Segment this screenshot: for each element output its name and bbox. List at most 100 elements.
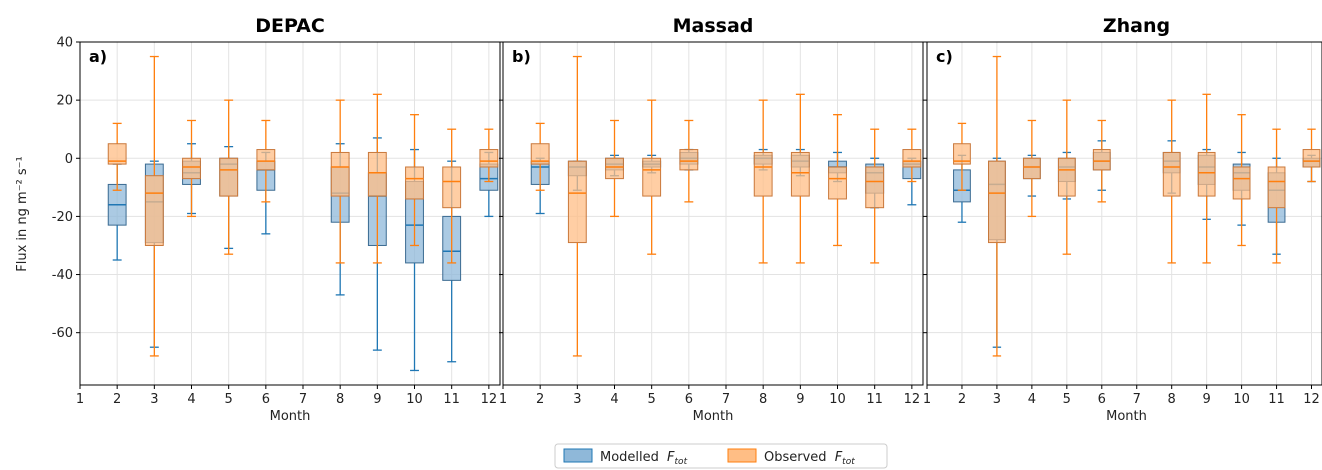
xtick-label: 9 — [796, 392, 804, 407]
box-observed-month-2 — [953, 122, 971, 191]
xtick-label: 4 — [610, 392, 618, 407]
panel-title: DEPAC — [255, 15, 325, 37]
box-body — [902, 149, 922, 168]
legend-modelled-text: Modelled — [600, 450, 659, 465]
legend-observed-f: F — [835, 450, 843, 465]
panel-label: b) — [512, 47, 531, 66]
box-body — [479, 149, 499, 168]
box-body — [1197, 151, 1216, 197]
xtick-label: 6 — [1098, 392, 1106, 407]
box-observed-month-3 — [567, 55, 587, 357]
xtick-label: 6 — [685, 392, 693, 407]
box-body — [988, 160, 1006, 244]
box-body — [605, 157, 624, 180]
xtick-label: 1 — [76, 392, 84, 407]
legend-frame — [554, 443, 888, 469]
legend: Modelled Ftot Observed Ftot — [554, 443, 888, 469]
box-body — [1267, 166, 1286, 209]
xtick-label: 4 — [1028, 392, 1036, 407]
box-observed-month-10 — [1232, 114, 1251, 247]
box-body — [330, 151, 350, 197]
box-observed-month-6 — [679, 119, 699, 203]
box-observed-month-5 — [642, 99, 662, 255]
box-observed-month-12 — [479, 128, 499, 183]
box-body — [1232, 166, 1251, 200]
xtick-label: 12 — [904, 392, 921, 407]
box-body — [182, 157, 201, 180]
ytick-label: -20 — [52, 210, 73, 225]
box-observed-month-10 — [828, 114, 847, 247]
xtick-label: 8 — [1168, 392, 1176, 407]
panel-title: Massad — [673, 15, 754, 37]
axes-frame — [502, 41, 924, 386]
box-body — [219, 157, 239, 197]
box-observed-month-11 — [1267, 128, 1286, 264]
panel-depac: 1 2 3 4 5 6 7 8 9 10 11 12-60-40-2002040MonthDEPACa… — [52, 15, 501, 424]
axes-frame — [926, 41, 1322, 386]
xtick-label: 10 — [829, 392, 846, 407]
box-body — [405, 166, 424, 200]
legend-swatch-modelled — [563, 448, 593, 463]
x-axis-label: Month — [1106, 409, 1147, 424]
xtick-label: 12 — [1303, 392, 1320, 407]
box-body — [144, 175, 164, 246]
box-observed-month-11 — [865, 128, 885, 264]
legend-swatch-observed — [727, 448, 757, 463]
xtick-label: 8 — [336, 392, 344, 407]
box-body — [790, 151, 810, 197]
xtick-label: 3 — [573, 392, 581, 407]
box-observed-month-2 — [530, 122, 550, 191]
ytick-label: 20 — [56, 94, 73, 109]
xtick-label: 2 — [113, 392, 121, 407]
box-body — [567, 160, 587, 244]
box-observed-month-4 — [182, 119, 201, 218]
xtick-label: 12 — [481, 392, 498, 407]
x-axis-label: Month — [693, 409, 734, 424]
box-body — [1057, 157, 1076, 197]
xtick-label: 9 — [1203, 392, 1211, 407]
legend-label-observed: Observed Ftot — [764, 450, 855, 467]
legend-observed-text: Observed — [764, 450, 827, 465]
ytick-label: 0 — [65, 152, 73, 167]
y-axis-label: Flux in ng m⁻² s⁻¹ — [15, 156, 30, 271]
xtick-label: 8 — [759, 392, 767, 407]
box-observed-month-10 — [405, 114, 424, 247]
xtick-label: 5 — [648, 392, 656, 407]
xtick-label: 11 — [866, 392, 883, 407]
box-body — [442, 166, 462, 209]
xtick-label: 6 — [262, 392, 270, 407]
xtick-label: 10 — [1233, 392, 1250, 407]
box-body — [642, 157, 662, 197]
xtick-label: 1 — [499, 392, 507, 407]
panel-title: Zhang — [1103, 15, 1170, 37]
xtick-label: 5 — [1063, 392, 1071, 407]
legend-modelled-f: F — [667, 450, 675, 465]
axes-frame — [79, 41, 501, 386]
box-body — [865, 166, 885, 209]
x-axis-label: Month — [270, 409, 311, 424]
xtick-label: 2 — [958, 392, 966, 407]
box-body — [953, 143, 971, 165]
box-body — [753, 151, 773, 197]
box-observed-month-12 — [1302, 128, 1321, 183]
box-observed-month-4 — [605, 119, 624, 218]
box-body — [1302, 149, 1321, 168]
panel-label: c) — [936, 47, 953, 66]
box-observed-month-9 — [790, 93, 810, 264]
box-body — [679, 149, 699, 171]
box-observed-month-6 — [1092, 119, 1111, 203]
box-observed-month-8 — [753, 99, 773, 264]
box-body — [107, 143, 127, 165]
box-body — [1022, 157, 1041, 180]
xtick-label: 7 — [722, 392, 730, 407]
xtick-label: 7 — [1133, 392, 1141, 407]
legend-observed-sub: tot — [842, 457, 855, 467]
xtick-label: 5 — [225, 392, 233, 407]
box-body — [1162, 151, 1181, 197]
box-observed-month-9 — [367, 93, 387, 264]
xtick-label: 11 — [443, 392, 460, 407]
box-observed-month-8 — [1162, 99, 1181, 264]
